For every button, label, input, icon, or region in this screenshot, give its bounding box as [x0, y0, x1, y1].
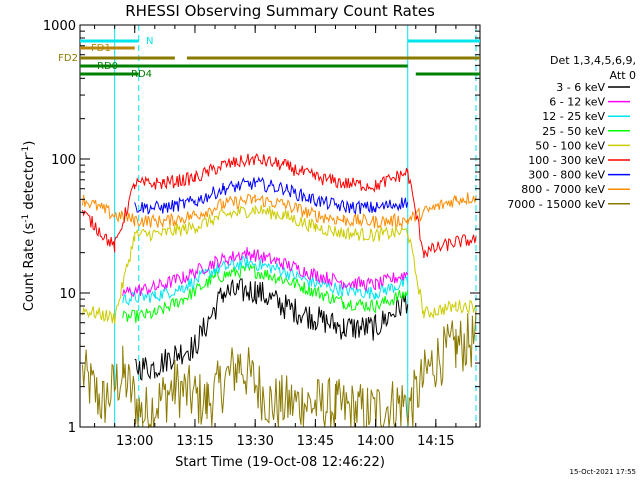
series-25-50-kev-line — [122, 263, 409, 323]
y-tick-label-1: 10 — [59, 287, 76, 302]
flag-label-rd0: RD0 — [97, 61, 118, 72]
x-tick-label-2: 13:30 — [236, 434, 273, 449]
series-12-25-kev-line — [122, 256, 409, 306]
flag-bars: N FD1 FD2 RD0 RD4 — [58, 36, 480, 80]
flag-label-fd1: FD1 — [91, 43, 111, 54]
y-tick-label-2: 100 — [51, 153, 76, 168]
x-tick-label-3: 13:45 — [297, 434, 334, 449]
legend-label-300-800-kev: 300 - 800 keV — [528, 169, 605, 182]
series-3-6-kev-line — [134, 278, 409, 381]
series-800-7000-kev-line — [82, 192, 477, 230]
legend-label-25-50-kev: 25 - 50 keV — [542, 125, 605, 138]
chart-title: RHESSI Observing Summary Count Rates — [125, 2, 435, 20]
y-tick-label-3: 1000 — [43, 19, 76, 34]
x-tick-label-4: 14:00 — [357, 434, 394, 449]
legend-header-line-2: Att 0 — [610, 69, 636, 82]
series-300-800-kev-line — [134, 176, 409, 215]
legend-label-50-100-kev: 50 - 100 keV — [535, 139, 605, 152]
series-7000-15000-kev-line — [82, 311, 477, 429]
x-tick-label-5: 14:15 — [417, 434, 454, 449]
series-6-12-kev-line — [122, 247, 409, 297]
timestamp: 15-Oct-2021 17:55 — [570, 468, 636, 476]
legend-header-line-1: Det 1,3,4,5,6,9, — [550, 54, 636, 67]
legend-label-6-12-kev: 6 - 12 keV — [549, 96, 605, 109]
series-100-300-kev-line — [82, 153, 477, 259]
legend-label-7000-15000-kev: 7000 - 15000 keV — [507, 198, 605, 211]
plot-frame — [79, 24, 481, 428]
plot-area — [82, 25, 477, 429]
y-axis-label: Count Rate (s-1 detector-1) — [21, 141, 37, 312]
legend: Det 1,3,4,5,6,9, Att 0 3 - 6 keV 6 - 12 k… — [507, 54, 636, 211]
flag-label-rd4: RD4 — [131, 69, 152, 80]
legend-label-12-25-kev: 12 - 25 keV — [542, 110, 605, 123]
axis-ticks: 13:00 13:15 13:30 13:45 14:00 14:15 1 10 100 1000 — [43, 19, 480, 449]
x-tick-label-1: 13:15 — [176, 434, 213, 449]
legend-label-100-300-kev: 100 - 300 keV — [528, 154, 605, 167]
legend-label-3-6-kev: 3 - 6 keV — [556, 81, 605, 94]
flag-label-fd2: FD2 — [58, 53, 78, 64]
flag-label-night: N — [146, 36, 153, 47]
series-50-100-kev-line — [82, 204, 477, 324]
x-axis-label: Start Time (19-Oct-08 12:46:22) — [175, 455, 385, 470]
y-tick-label-0: 1 — [68, 421, 76, 436]
x-tick-label-0: 13:00 — [116, 434, 153, 449]
legend-label-800-7000-kev: 800 - 7000 keV — [521, 183, 605, 196]
